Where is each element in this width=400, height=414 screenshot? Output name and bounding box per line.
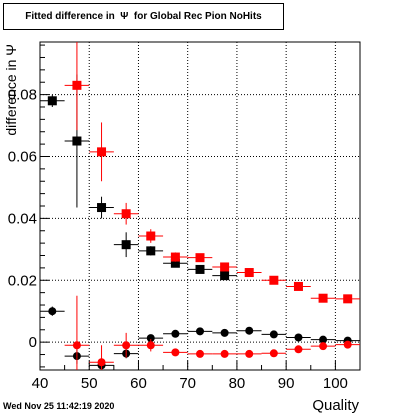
data-point-square — [72, 80, 82, 90]
data-point-circle — [319, 335, 328, 344]
data-point-square — [121, 240, 131, 250]
y-tick-label: 0.04 — [8, 210, 37, 227]
axis-ticks — [39, 44, 336, 370]
data-point-square — [269, 275, 279, 285]
x-tick-label: 50 — [81, 375, 98, 392]
x-tick-label: 60 — [130, 375, 147, 392]
data-point-circle — [122, 341, 131, 350]
data-point-square — [343, 294, 353, 304]
grid — [40, 42, 360, 370]
y-tick-label: 0.02 — [8, 272, 37, 289]
plot-frame — [39, 41, 361, 371]
data-point-circle — [220, 328, 229, 337]
data-point-square — [72, 136, 82, 146]
y-axis-label: difference in Ψ — [3, 44, 19, 136]
data-point-circle — [245, 326, 254, 335]
data-point-circle — [294, 333, 303, 342]
data-point-square — [121, 209, 131, 219]
data-point-circle — [220, 349, 229, 358]
data-point-circle — [343, 340, 352, 349]
y-tick-label: 0.06 — [8, 148, 37, 165]
x-axis-label: Quality — [312, 397, 359, 414]
x-tick-label: 70 — [179, 375, 196, 392]
data-point-circle — [171, 348, 180, 357]
data-point-square — [47, 96, 57, 106]
data-point-square — [170, 258, 180, 268]
data-point-circle — [48, 307, 57, 316]
data-point-square — [195, 264, 205, 274]
y-tick-label: 0.08 — [8, 87, 37, 104]
data-point-circle — [196, 327, 204, 336]
data-point-square — [293, 281, 303, 291]
data-point-circle — [319, 342, 328, 351]
data-point-square — [97, 203, 107, 213]
data-point-square — [170, 252, 180, 262]
data-point-circle — [146, 341, 155, 350]
data-point-circle — [171, 329, 180, 338]
data-point-square — [97, 147, 107, 157]
y-tick-label: 0 — [29, 334, 37, 351]
data-point-circle — [97, 358, 106, 367]
data-point-square — [318, 293, 328, 303]
data-point-circle — [72, 341, 81, 350]
data-point-circle — [294, 345, 303, 354]
x-tick-label: 100 — [323, 375, 348, 392]
data-point-square — [146, 246, 156, 256]
data-point-square — [195, 253, 205, 263]
data-markers — [40, 42, 360, 370]
chart-title: Fitted difference in Ψ for Global Rec Pi… — [25, 11, 262, 22]
data-point-square — [220, 271, 230, 281]
data-point-square — [244, 268, 254, 278]
x-tick-label: 40 — [32, 375, 49, 392]
data-point-circle — [269, 330, 278, 339]
x-tick-label: 90 — [278, 375, 295, 392]
data-point-square — [146, 231, 156, 241]
data-point-square — [220, 262, 230, 272]
data-point-circle — [146, 334, 155, 343]
chart-title-box: Fitted difference in Ψ for Global Rec Pi… — [3, 3, 284, 30]
data-point-circle — [245, 349, 254, 358]
timestamp: Wed Nov 25 11:42:19 2020 — [3, 401, 114, 411]
data-point-circle — [269, 349, 278, 358]
tick-labels: 40 50 60 70 80 90 100 0 0.02 0.04 0.06 0.08 — [8, 87, 348, 392]
data-point-circle — [196, 349, 204, 358]
x-tick-label: 80 — [229, 375, 246, 392]
